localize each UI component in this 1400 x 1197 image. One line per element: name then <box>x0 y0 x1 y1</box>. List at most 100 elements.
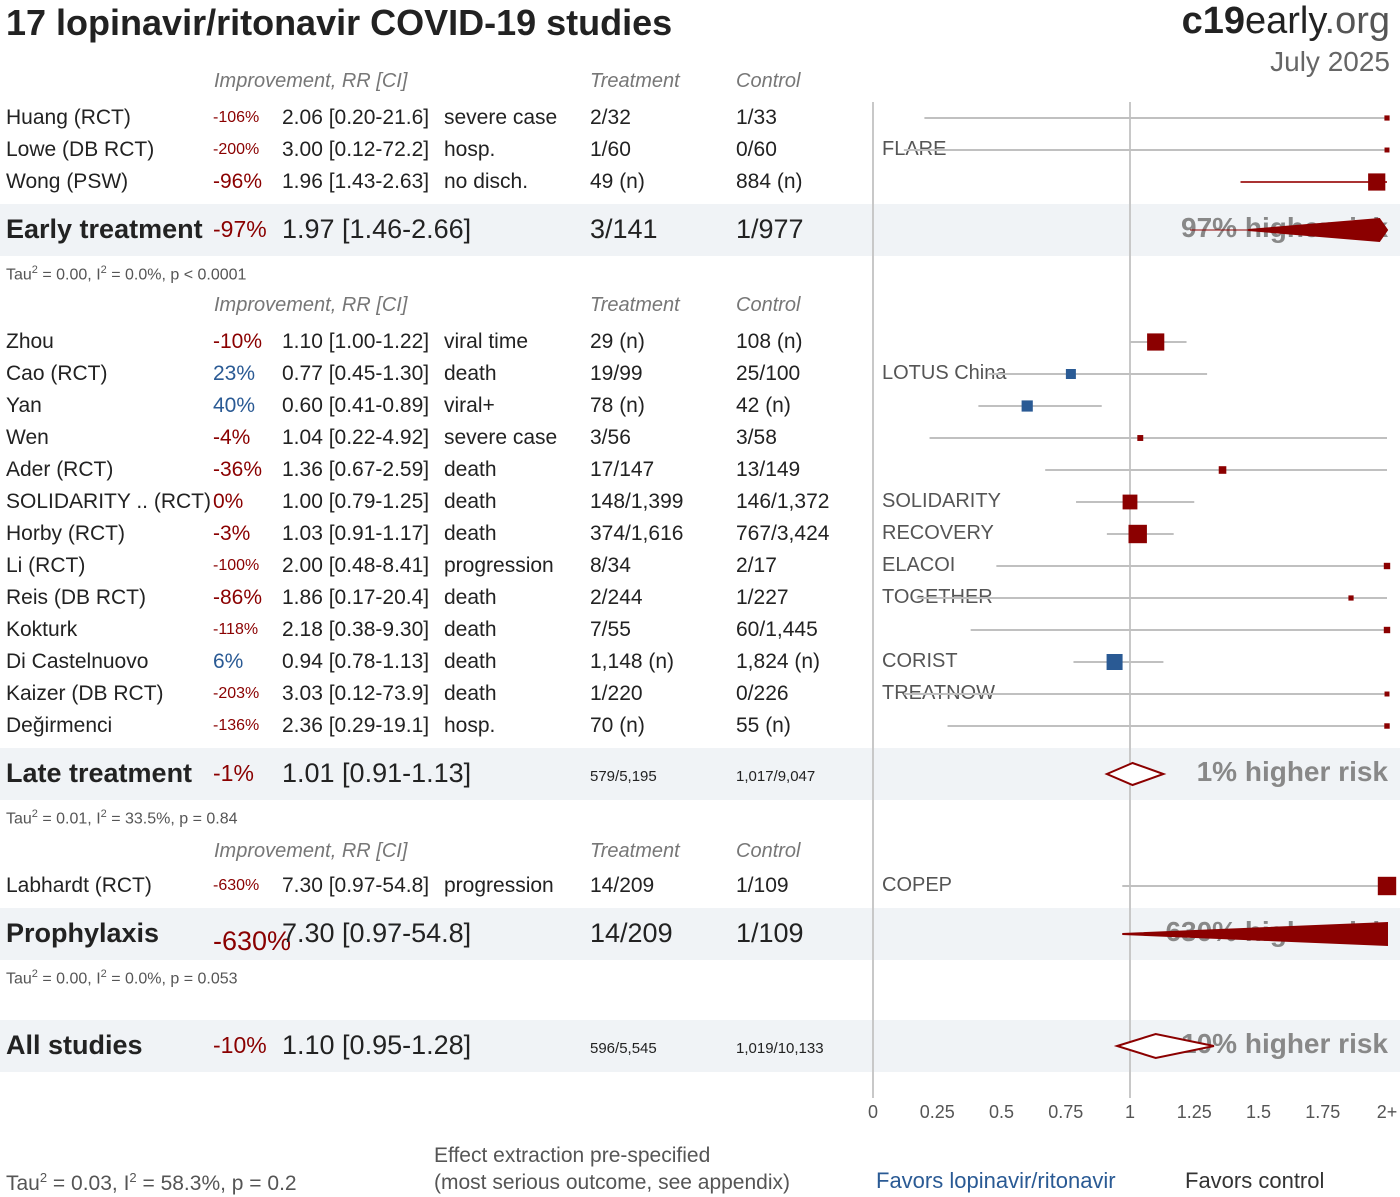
study-rr-ci: 7.30 [0.97-54.8] <box>282 874 430 897</box>
study-name: Yan <box>6 394 42 417</box>
all-studies-improvement: -10% <box>213 1032 267 1058</box>
all-studies-name: All studies <box>6 1030 143 1060</box>
study-treatment-count: 2/244 <box>590 586 643 609</box>
effect-marker <box>1348 595 1354 601</box>
group-heterogeneity: Tau2 = 0.01, I2 = 33.5%, p = 0.84 <box>6 808 238 828</box>
study-name: Zhou <box>6 330 54 353</box>
study-name: Ader (RCT) <box>6 458 114 481</box>
col-header-treatment: Treatment <box>590 840 680 862</box>
col-header-improvement: Improvement, RR [CI] <box>214 840 408 862</box>
study-outcome: viral time <box>444 330 529 353</box>
x-tick-label: 0 <box>867 1102 878 1122</box>
col-header-treatment: Treatment <box>590 70 680 92</box>
study-control-count: 0/60 <box>736 138 777 161</box>
study-outcome: viral+ <box>444 394 495 417</box>
study-outcome: progression <box>444 874 554 897</box>
study-improvement: -3% <box>213 522 251 545</box>
x-tick-label: 1.5 <box>1245 1102 1272 1122</box>
brand-logo[interactable]: c19early.org <box>1182 0 1390 43</box>
study-trial-name: COPEP <box>882 874 953 896</box>
i2-value: = 0.0%, p = 0.053 <box>106 970 238 988</box>
study-treatment-count: 1/60 <box>590 138 631 161</box>
study-rr-ci: 1.03 [0.91-1.17] <box>282 522 430 545</box>
study-improvement: -118% <box>213 621 259 638</box>
study-control-count: 108 (n) <box>736 330 803 353</box>
study-control-count: 146/1,372 <box>736 490 830 513</box>
study-treatment-count: 19/99 <box>590 362 643 385</box>
study-outcome: severe case <box>444 106 558 129</box>
study-name: Lowe (DB RCT) <box>6 138 155 161</box>
x-tick-label: 0.5 <box>988 1102 1015 1122</box>
early-summary-band <box>0 204 1400 256</box>
study-outcome: severe case <box>444 426 558 449</box>
effect-marker <box>1377 876 1397 896</box>
effect-marker <box>1383 626 1391 634</box>
study-name: Labhardt (RCT) <box>6 874 152 897</box>
study-outcome: death <box>444 522 497 545</box>
group-heterogeneity: Tau2 = 0.00, I2 = 0.0%, p = 0.053 <box>6 968 238 988</box>
study-treatment-count: 374/1,616 <box>590 522 684 545</box>
study-improvement: 0% <box>213 490 244 513</box>
effect-marker <box>1147 333 1165 351</box>
summary-diamond <box>1104 761 1167 787</box>
study-rr-ci: 3.03 [0.12-73.9] <box>282 682 430 705</box>
study-rr-ci: 2.18 [0.38-9.30] <box>282 618 430 641</box>
study-control-count: 1/33 <box>736 106 777 129</box>
x-tick-label: 1 <box>1124 1102 1135 1122</box>
page-title: 17 lopinavir/ritonavir COVID-19 studies <box>6 2 673 43</box>
group-risk-label: 1% higher risk <box>1196 756 1388 787</box>
study-control-count: 42 (n) <box>736 394 791 417</box>
study-outcome: death <box>444 458 497 481</box>
study-control-count: 884 (n) <box>736 170 803 193</box>
study-improvement: -96% <box>213 170 263 193</box>
study-treatment-count: 3/56 <box>590 426 631 449</box>
study-improvement: -136% <box>213 717 260 734</box>
group-heterogeneity: Tau2 = 0.00, I2 = 0.0%, p < 0.0001 <box>6 264 247 284</box>
study-name: Cao (RCT) <box>6 362 108 385</box>
study-control-count: 25/100 <box>736 362 801 385</box>
study-rr-ci: 0.77 [0.45-1.30] <box>282 362 430 385</box>
effect-marker <box>1065 369 1076 379</box>
group-summary-name: Early treatment <box>6 214 203 244</box>
study-control-count: 1,824 (n) <box>736 650 821 673</box>
group-summary-control: 1/977 <box>736 214 804 244</box>
study-outcome: progression <box>444 554 554 577</box>
effect-marker <box>1384 147 1390 153</box>
group-summary-treatment: 3/141 <box>590 214 658 244</box>
study-treatment-count: 148/1,399 <box>590 490 684 513</box>
study-name: Huang (RCT) <box>6 106 131 129</box>
study-improvement: 40% <box>213 394 256 417</box>
study-control-count: 0/226 <box>736 682 789 705</box>
study-rr-ci: 1.96 [1.43-2.63] <box>282 170 430 193</box>
effect-marker <box>1106 654 1123 670</box>
study-improvement: -86% <box>213 586 263 609</box>
study-rr-ci: 0.94 [0.78-1.13] <box>282 650 430 673</box>
study-trial-name: CORIST <box>882 650 958 672</box>
group-summary-rr-ci: 7.30 [0.97-54.8] <box>282 918 472 948</box>
study-improvement: 6% <box>213 650 244 673</box>
study-rr-ci: 1.04 [0.22-4.92] <box>282 426 430 449</box>
brand-rest: early <box>1244 0 1325 42</box>
effect-marker <box>1128 524 1147 544</box>
group-summary-name: Late treatment <box>6 758 193 788</box>
study-outcome: death <box>444 490 497 513</box>
brand-org: .org <box>1324 0 1390 42</box>
study-improvement: -10% <box>213 330 263 353</box>
study-treatment-count: 78 (n) <box>590 394 645 417</box>
study-treatment-count: 49 (n) <box>590 170 645 193</box>
group-summary-rr-ci: 1.97 [1.46-2.66] <box>282 214 472 244</box>
effect-marker <box>1218 466 1227 474</box>
group-summary-improvement: -630% <box>213 926 292 956</box>
study-control-count: 13/149 <box>736 458 801 481</box>
study-rr-ci: 0.60 [0.41-0.89] <box>282 394 430 417</box>
study-outcome: death <box>444 650 497 673</box>
study-trial-name: SOLIDARITY <box>882 490 1001 512</box>
study-outcome: death <box>444 362 497 385</box>
effect-marker <box>1384 723 1390 729</box>
tau-value: = 0.00, I <box>37 970 101 988</box>
study-improvement: -106% <box>213 109 260 126</box>
study-improvement: -200% <box>213 141 260 158</box>
tau-label: Tau <box>6 970 32 988</box>
overall-i2-value: = 58.3%, p = 0.2 <box>136 1172 297 1195</box>
